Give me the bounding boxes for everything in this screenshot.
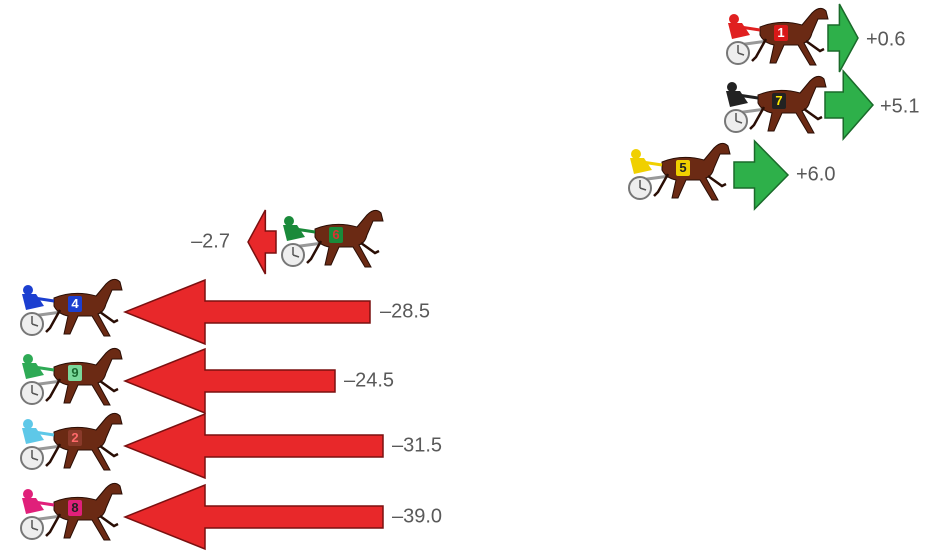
horse-number: 4	[71, 296, 79, 311]
driver-head	[23, 354, 33, 364]
change-label: +6.0	[796, 163, 835, 185]
horse-icon: 9	[21, 348, 122, 405]
driver-head	[729, 14, 739, 24]
change-label: –28.5	[380, 300, 430, 322]
horse-body	[315, 210, 383, 267]
horse-icon: 4	[21, 279, 122, 336]
driver-head	[631, 149, 641, 159]
driver-body	[726, 91, 748, 107]
arrow	[125, 485, 383, 549]
arrow	[125, 280, 370, 344]
horse-icon: 7	[725, 76, 826, 133]
driver-body	[22, 363, 44, 379]
horse-icon: 1	[727, 8, 828, 65]
horse-body	[760, 8, 828, 65]
horse-icon: 6	[282, 210, 383, 267]
horse-body	[54, 413, 122, 470]
change-label: +5.1	[880, 95, 919, 117]
driver-head	[727, 82, 737, 92]
change-label: –24.5	[344, 369, 394, 391]
arrow	[248, 210, 276, 274]
horse-body	[54, 279, 122, 336]
horse-number: 5	[679, 160, 686, 175]
driver-body	[283, 225, 305, 241]
horse-icon: 5	[629, 143, 730, 200]
horse-number: 8	[71, 500, 78, 515]
change-label: –39.0	[392, 505, 442, 527]
change-label: +0.6	[866, 28, 905, 50]
driver-body	[22, 428, 44, 444]
horse-body	[758, 76, 826, 133]
horse-number: 9	[71, 365, 78, 380]
arrow	[734, 141, 788, 209]
change-label: –31.5	[392, 434, 442, 456]
horse-icon: 8	[21, 483, 122, 540]
horse-number: 2	[71, 430, 78, 445]
driver-head	[23, 489, 33, 499]
horse-body	[662, 143, 730, 200]
horse-icon: 2	[21, 413, 122, 470]
arrow	[825, 71, 873, 139]
driver-body	[630, 158, 652, 174]
arrow	[828, 4, 858, 72]
change-label: –2.7	[191, 230, 230, 252]
driver-body	[22, 294, 44, 310]
driver-head	[23, 285, 33, 295]
horse-body	[54, 483, 122, 540]
driver-head	[23, 419, 33, 429]
horse-number: 1	[777, 25, 784, 40]
driver-head	[284, 216, 294, 226]
race-diagram: 1 +0.6 7 +5.1 5 +6.0 6 –2.7 4 –28.5 9 –24.5 2 –31.5 8 –…	[0, 0, 947, 551]
driver-body	[728, 23, 750, 39]
horse-number: 6	[332, 227, 339, 242]
driver-body	[22, 498, 44, 514]
horse-number: 7	[775, 93, 782, 108]
horse-body	[54, 348, 122, 405]
arrow	[125, 349, 335, 413]
arrow	[125, 414, 383, 478]
